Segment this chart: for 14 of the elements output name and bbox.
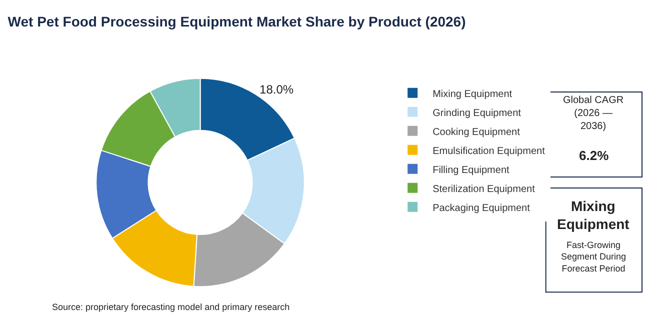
legend-label: Packaging Equipment — [432, 202, 530, 214]
legend-label: Emulsification Equipment — [432, 146, 546, 157]
legend-label: Filling Equipment — [432, 164, 510, 176]
legend-label: Cooking Equipment — [432, 126, 520, 138]
text: 6.2% — [579, 148, 610, 163]
data-label: 18.0% — [260, 82, 294, 97]
legend-label: Grinding Equipment — [432, 108, 522, 119]
legend-label: Sterilization Equipment — [432, 184, 536, 195]
legend-label: Mixing Equipment — [432, 88, 512, 100]
chart-title: Wet Pet Food Processing Equipment Market Share by Product (2026) — [8, 14, 466, 30]
text: Mixing Equipment — [557, 198, 630, 232]
source-note: Source: proprietary forecasting model and primary research — [52, 302, 290, 312]
text: Fast-Growing Segment During Forecast Period — [561, 240, 626, 274]
text: Global CAGR (2026 — 2036) — [563, 95, 624, 132]
